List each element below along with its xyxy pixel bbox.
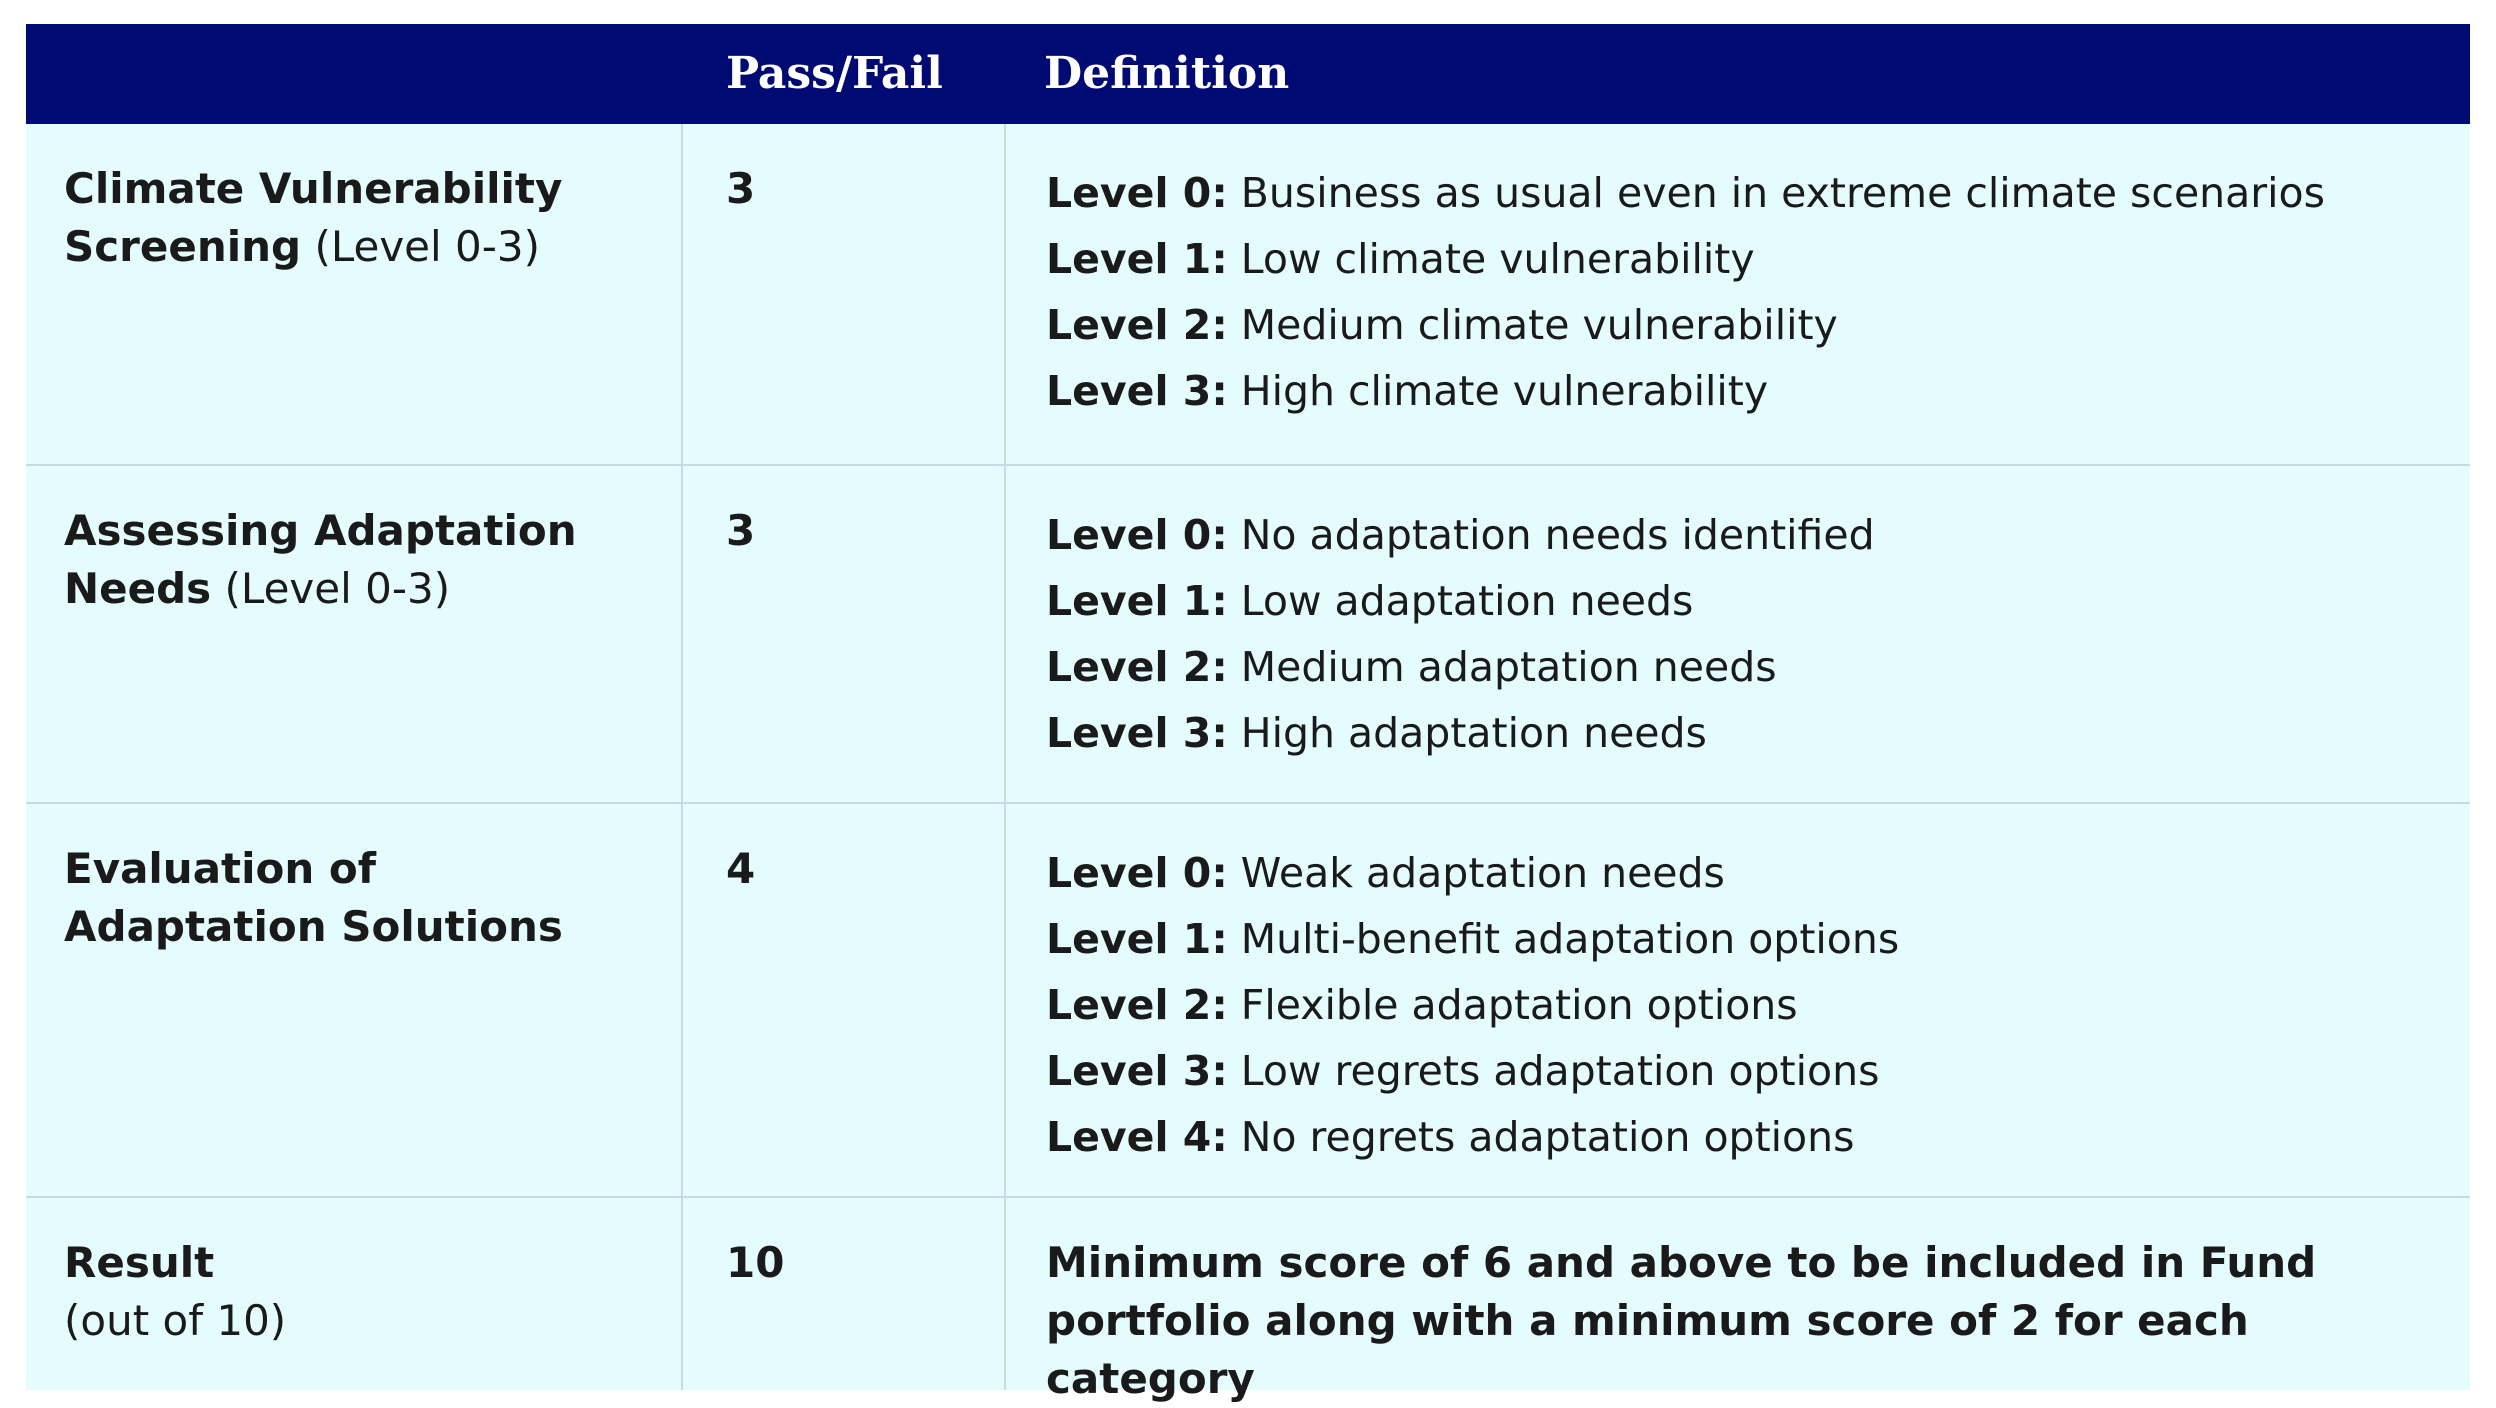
- definition-cell: Level 0: Weak adaptation needs Level 1: …: [1004, 804, 2470, 1196]
- level-text: Medium climate vulnerability: [1227, 301, 1838, 349]
- table-row-result: Result (out of 10) 10 Minimum score of 6…: [26, 1198, 2470, 1403]
- level-label: Level 3:: [1046, 1047, 1228, 1095]
- level-text: Weak adaptation needs: [1227, 849, 1725, 897]
- level-line: Level 0: Weak adaptation needs: [1046, 840, 2470, 906]
- table-row-adaptation-needs: Assessing Adaptation Needs (Level 0-3) 3…: [26, 466, 2470, 804]
- level-line: Level 1: Low adaptation needs: [1046, 568, 2470, 634]
- score-cell: 3: [681, 466, 1004, 802]
- result-label: Result: [64, 1238, 215, 1287]
- level-text: Low climate vulnerability: [1227, 235, 1755, 283]
- result-score-cell: 10: [681, 1198, 1004, 1390]
- level-line: Level 1: Low climate vulnerability: [1046, 226, 2470, 292]
- level-label: Level 1:: [1046, 915, 1228, 963]
- level-text: Multi-benefit adaptation options: [1227, 915, 1900, 963]
- criteria-name: Evaluation of Adaptation Solutions: [64, 844, 563, 951]
- level-text: No regrets adaptation options: [1227, 1113, 1855, 1161]
- level-label: Level 3:: [1046, 367, 1228, 415]
- level-text: Business as usual even in extreme climat…: [1227, 169, 2325, 217]
- level-label: Level 1:: [1046, 235, 1228, 283]
- level-label: Level 0:: [1046, 169, 1228, 217]
- score-cell: 3: [681, 124, 1004, 464]
- definition-cell: Level 0: Business as usual even in extre…: [1004, 124, 2470, 464]
- level-text: Low adaptation needs: [1227, 577, 1694, 625]
- result-label-cell: Result (out of 10): [26, 1198, 681, 1390]
- header-criteria: [26, 24, 681, 124]
- level-line: Level 3: High climate vulnerability: [1046, 358, 2470, 424]
- scoring-table: Pass/Fail Definition Climate Vulnerabili…: [26, 24, 2470, 1403]
- level-line: Level 0: No adaptation needs identified: [1046, 502, 2470, 568]
- level-line: Level 1: Multi-benefit adaptation option…: [1046, 906, 2470, 972]
- level-line: Level 2: Medium adaptation needs: [1046, 634, 2470, 700]
- criteria-cell: Assessing Adaptation Needs (Level 0-3): [26, 466, 681, 802]
- level-text: High climate vulnerability: [1227, 367, 1769, 415]
- level-label: Level 0:: [1046, 849, 1228, 897]
- level-text: High adaptation needs: [1227, 709, 1707, 757]
- level-line: Level 2: Medium climate vulnerability: [1046, 292, 2470, 358]
- criteria-range: (Level 0-3): [301, 222, 541, 271]
- criteria-name: Climate Vulnerability Screening: [64, 164, 563, 271]
- level-text: Medium adaptation needs: [1227, 643, 1777, 691]
- table-header: Pass/Fail Definition: [26, 24, 2470, 124]
- level-label: Level 0:: [1046, 511, 1228, 559]
- criteria-cell: Evaluation of Adaptation Solutions: [26, 804, 681, 1196]
- level-line: Level 3: High adaptation needs: [1046, 700, 2470, 766]
- level-line: Level 0: Business as usual even in extre…: [1046, 160, 2470, 226]
- definition-cell: Level 0: No adaptation needs identified …: [1004, 466, 2470, 802]
- level-text: Flexible adaptation options: [1227, 981, 1798, 1029]
- level-text: No adaptation needs identified: [1227, 511, 1875, 559]
- level-line: Level 4: No regrets adaptation options: [1046, 1104, 2470, 1170]
- table-row-adaptation-solutions: Evaluation of Adaptation Solutions 4 Lev…: [26, 804, 2470, 1198]
- level-label: Level 4:: [1046, 1113, 1228, 1161]
- level-label: Level 1:: [1046, 577, 1228, 625]
- result-definition-cell: Minimum score of 6 and above to be inclu…: [1004, 1198, 2470, 1403]
- header-definition: Definition: [1044, 48, 1290, 99]
- level-label: Level 2:: [1046, 981, 1228, 1029]
- level-line: Level 2: Flexible adaptation options: [1046, 972, 2470, 1038]
- criteria-range: (Level 0-3): [211, 564, 451, 613]
- header-pass-fail: Pass/Fail: [726, 48, 943, 99]
- table-row-climate-vulnerability: Climate Vulnerability Screening (Level 0…: [26, 124, 2470, 466]
- level-text: Low regrets adaptation options: [1227, 1047, 1880, 1095]
- level-label: Level 2:: [1046, 301, 1228, 349]
- criteria-name: Assessing Adaptation Needs: [64, 506, 577, 613]
- level-label: Level 3:: [1046, 709, 1228, 757]
- level-label: Level 2:: [1046, 643, 1228, 691]
- result-sublabel: (out of 10): [64, 1296, 287, 1345]
- level-line: Level 3: Low regrets adaptation options: [1046, 1038, 2470, 1104]
- score-cell: 4: [681, 804, 1004, 1196]
- result-text: Minimum score of 6 and above to be inclu…: [1046, 1238, 2317, 1403]
- criteria-cell: Climate Vulnerability Screening (Level 0…: [26, 124, 681, 464]
